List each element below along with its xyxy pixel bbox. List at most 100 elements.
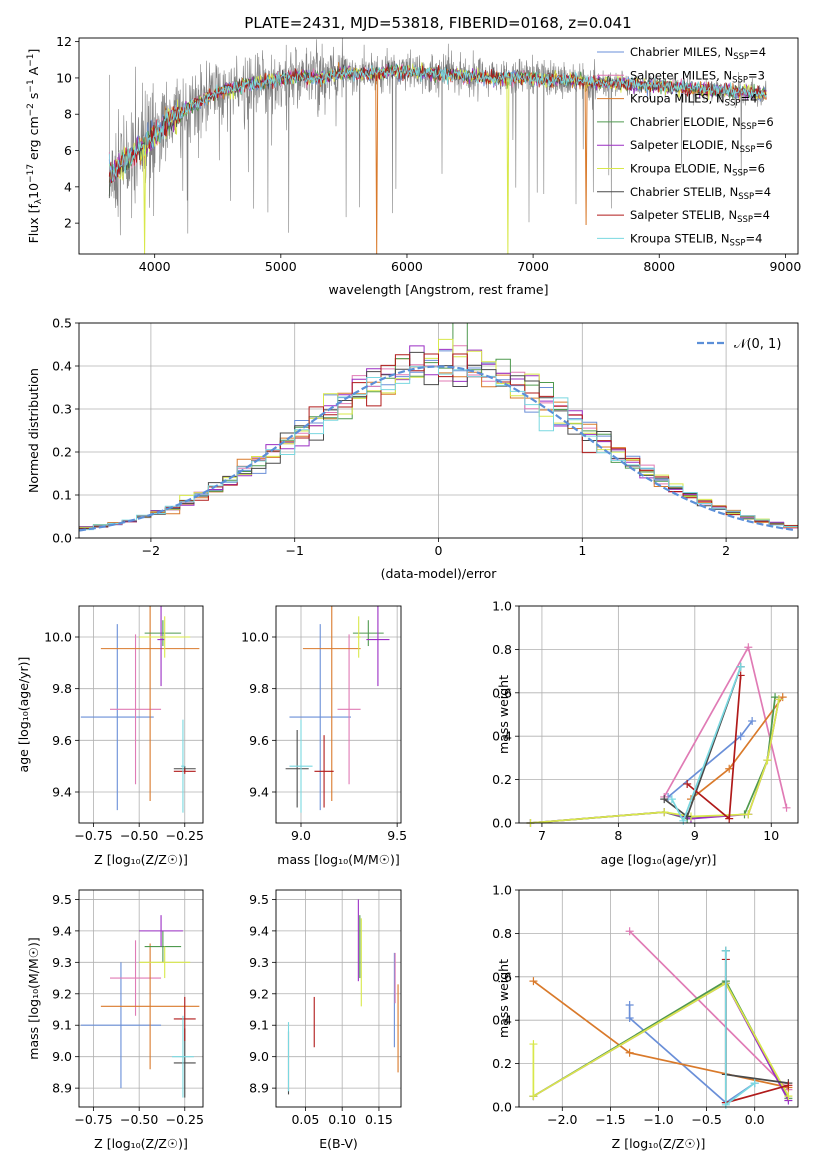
legend-label: Kroupa STELIB, NSSP=4	[630, 231, 762, 248]
mass-vs-Z-xlabel: Z [log₁₀(Z/Z☉)]	[94, 1136, 188, 1151]
mass-weight-vs-age-ytick-label: 0.0	[492, 816, 512, 831]
residuals-xtick-label: 0	[435, 543, 443, 558]
mass-weight-vs-age-xlabel: age [log₁₀(age/yr)]	[601, 852, 717, 867]
mass-weight-point-marker	[771, 693, 780, 702]
spectrum-ylabel-part: −1	[26, 79, 36, 92]
mass-weight-vs-Z-xtick-label: 0.0	[745, 1112, 765, 1127]
mass-weight-series-line	[686, 675, 742, 821]
legend-label-sub: SSP	[737, 215, 753, 225]
spectrum-xtick-label: 7000	[517, 259, 549, 274]
mass-weight-point-marker	[748, 717, 757, 726]
mass-weight-point-marker	[736, 662, 745, 671]
residuals-ytick-label: 0.4	[52, 359, 72, 374]
mass-vs-ebv-ytick-label: 9.1	[249, 1018, 269, 1033]
spectrum-ytick-label: 10	[56, 70, 72, 85]
spectrum-data-line	[109, 38, 767, 236]
legend-label-sub: SSP	[732, 169, 748, 179]
legend-label: Salpeter ELODIE, NSSP=6	[630, 138, 773, 155]
mass-weight-point-marker	[660, 808, 669, 817]
age-vs-Z-xlabel: Z [log₁₀(Z/Z☉)]	[94, 852, 188, 867]
residuals-frame	[78, 322, 799, 539]
mass-weight-series-line	[532, 982, 790, 1101]
histogram-step-line	[79, 366, 798, 531]
age-vs-Z-xtick-label: −0.50	[120, 828, 158, 843]
mass-weight-series-line	[532, 979, 790, 1099]
mass-weight-point-marker	[529, 1092, 538, 1101]
spectrum-ylabel: Flux [fλ10−17 erg cm−2 s−1 A−1]	[26, 49, 44, 244]
legend-label-sub: SSP	[725, 99, 741, 109]
mass-vs-ebv-ytick-label: 9.2	[249, 986, 269, 1001]
mass-weight-series-line	[530, 699, 780, 823]
mass-weight-vs-Z-ytick-label: 1.0	[492, 883, 512, 898]
histogram-step-line	[79, 353, 798, 530]
mass-vs-Z-ytick-label: 9.5	[52, 892, 72, 907]
legend-label-sub: SSP	[732, 75, 748, 85]
legend-label-count: =6	[756, 138, 773, 152]
legend-normal-label: 𝒩(0, 1)	[734, 337, 781, 352]
spectrum-ylabel-part: ]	[26, 49, 41, 54]
mass-vs-Z-ytick-label: 9.0	[52, 1049, 72, 1064]
mass-weight-point-marker	[667, 795, 676, 804]
mass-weight-point-marker	[625, 927, 634, 936]
age-vs-mass-ytick-label: 9.6	[249, 733, 269, 748]
spectrum-ylabel-part: 10	[26, 183, 41, 199]
legend-label-sub: SSP	[730, 238, 746, 248]
spectrum-ytick-label: 6	[64, 143, 72, 158]
residuals-ytick-label: 0.3	[52, 402, 72, 417]
residuals-ytick-label: 0.5	[52, 316, 72, 331]
mass-weight-series-line	[530, 699, 780, 823]
mass-vs-Z-ylabel: mass [log₁₀(M/M☉)]	[26, 937, 41, 1059]
spectrum-frame	[78, 37, 799, 255]
spectrum-ylabel-part: Flux [f	[26, 204, 41, 244]
mass-weight-vs-age-ytick-label: 0.2	[492, 772, 512, 787]
legend-label-name: Chabrier ELODIE, N	[630, 115, 741, 129]
spectrum-ylabel-part: −2	[26, 103, 36, 116]
mass-weight-point-marker	[744, 810, 753, 819]
mass-vs-Z-xtick-label: −0.75	[74, 1112, 112, 1127]
mass-weight-vs-age-ylabel: mass weight	[496, 675, 511, 754]
spectrum-xtick-label: 5000	[265, 259, 297, 274]
mass-weight-point-marker	[721, 1100, 730, 1109]
residuals-axes: −2 −1 0 1 2 0.0 0.1 0.2 0.3 0.4 0.5	[52, 316, 798, 558]
mass-weight-point-marker	[529, 1040, 538, 1049]
mass-weight-vs-age-ytick-label: 0.8	[492, 642, 512, 657]
mass-weight-vs-age-ytick-label: 0.4	[492, 729, 512, 744]
age-vs-mass-ytick-label: 10.0	[241, 630, 269, 645]
mass-weight-vs-Z-ytick-label: 0.6	[492, 969, 512, 984]
spectrum-model-dip	[143, 144, 147, 254]
legend-label-name: Kroupa STELIB, N	[630, 231, 730, 245]
mass-weight-vs-Z-ytick-label: 0.8	[492, 926, 512, 941]
age-vs-Z-ytick-label: 9.8	[52, 681, 72, 696]
age-vs-Z-axes: −0.75 −0.50 −0.25 9.4 9.6 9.8 10.0	[44, 606, 204, 843]
legend-label-count: =3	[748, 68, 765, 82]
spectrum-ylabel-part: −17	[26, 164, 36, 183]
mass-vs-Z-ytick-label: 9.1	[52, 1018, 72, 1033]
mass-weight-series-line	[663, 666, 742, 818]
legend-label-sub: SSP	[741, 122, 757, 132]
age-vs-Z-ylabel: age [log₁₀(age/yr)]	[16, 657, 31, 773]
spectrum-ylabel-part: erg cm	[26, 116, 41, 164]
mass-vs-ebv-ytick-label: 9.4	[249, 923, 269, 938]
residuals-ytick-label: 0.0	[52, 531, 72, 546]
legend-label-name: Chabrier STELIB, N	[630, 185, 738, 199]
mass-weight-point-marker	[784, 1081, 793, 1090]
mass-weight-point-marker	[774, 695, 783, 704]
spectrum-model-dip	[506, 77, 510, 254]
legend-label-name: Salpeter MILES, N	[630, 68, 732, 82]
mass-weight-vs-Z-frame	[518, 889, 799, 1108]
mass-vs-Z-axes: −0.75 −0.50 −0.25 8.9 9.0 9.1 9.2 9.3 9.4 9.5	[52, 890, 204, 1127]
spectrum-ytick-label: 8	[64, 107, 72, 122]
mass-weight-vs-Z-ytick-label: 0.0	[492, 1100, 512, 1115]
spectrum-xtick-label: 8000	[643, 259, 675, 274]
legend-label-count: =4	[754, 185, 771, 199]
figure-title: PLATE=2431, MJD=53818, FIBERID=0168, z=0…	[244, 14, 631, 32]
spectrum-ytick-label: 12	[56, 34, 72, 49]
mass-weight-point-marker	[784, 1092, 793, 1101]
age-vs-Z-ytick-label: 9.6	[52, 733, 72, 748]
legend-label-sub: SSP	[733, 52, 749, 62]
mass-weight-series-line	[532, 980, 789, 1089]
age-vs-Z-frame	[78, 605, 204, 824]
age-vs-Z-xtick-label: −0.25	[166, 828, 204, 843]
legend-label-count: =6	[748, 162, 765, 176]
